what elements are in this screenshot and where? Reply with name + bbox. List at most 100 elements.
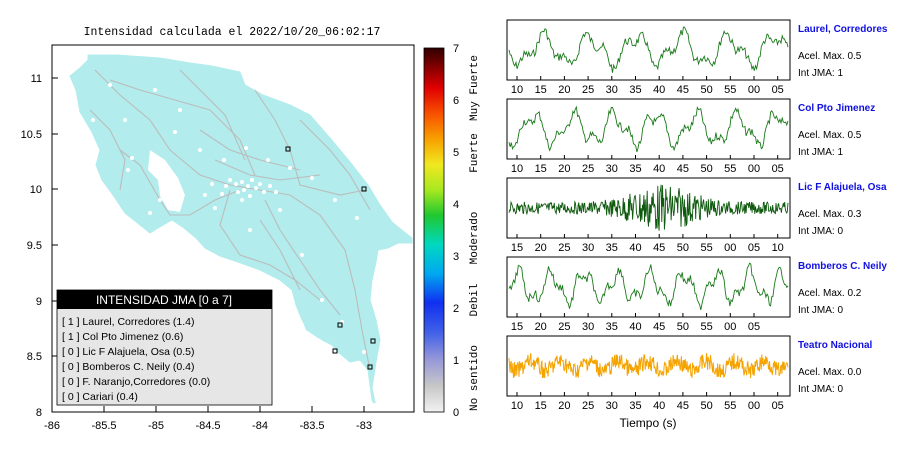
waveform-tick-label: 40	[629, 242, 641, 254]
x-tick: -84.5	[195, 420, 220, 432]
waveform-tick-label: 10	[511, 163, 523, 175]
y-tick: 8	[36, 407, 42, 419]
waveform-tick-label: 00	[748, 163, 760, 175]
legend-title: INTENSIDAD JMA [0 a 7]	[96, 293, 232, 307]
waveform-tick-label: 45	[677, 400, 689, 412]
waveform-frame	[506, 177, 791, 239]
colorbar-ticks: 7 6 5 4 3 2 1 0	[453, 43, 459, 419]
waveform-tick-label: 20	[535, 242, 547, 254]
acel-max: Acel. Max. 0.5	[798, 51, 862, 62]
waveform-tick-label: 50	[700, 84, 712, 96]
waveform-tick-label: 15	[535, 400, 547, 412]
waveform-tick-label: 45	[677, 163, 689, 175]
y-tick: 11	[31, 73, 42, 85]
colorbar-tick: 5	[453, 147, 459, 159]
intensity-legend: INTENSIDAD JMA [0 a 7] [ 1 ] Laurel, Cor…	[56, 289, 273, 406]
colorbar-tick: 4	[453, 199, 459, 211]
waveform-panel: 10 15 20 25 30 35 40 45 50 55 00 05 Laurel, Corredor…	[506, 19, 888, 96]
waveform-tick-label: 35	[606, 242, 618, 254]
road-network	[89, 69, 371, 371]
waveform-tick-label: 55	[700, 242, 712, 254]
waveform-tick-label: 50	[677, 321, 689, 333]
station-name: Bomberos C. Neily	[798, 261, 887, 272]
waveform-tick-label: 45	[653, 242, 665, 254]
y-tick: 9.5	[27, 240, 42, 252]
waveform-frame	[506, 256, 791, 318]
waveform-panel: 15 20 25 30 35 40 45 50 55 00 05 Bomberos C. Neily A…	[506, 256, 887, 333]
colorbar-tick: 2	[453, 303, 459, 315]
waveform-trace	[508, 26, 789, 73]
y-tick: 8.5	[27, 351, 42, 363]
colorbar-category: Muy Fuerte	[469, 55, 481, 121]
x-tick: -84	[252, 420, 268, 432]
legend-entry: [ 0 ] Lic F Alajuela, Osa (0.5)	[62, 346, 194, 358]
waveform-tick-label: 35	[629, 163, 641, 175]
waveform-tick-label: 05	[748, 242, 760, 254]
colorbar-tick: 7	[453, 43, 459, 55]
waveform-tick-label: 45	[653, 321, 665, 333]
int-jma: Int JMA: 0	[798, 226, 843, 237]
waveform-tick-label: 20	[558, 400, 570, 412]
int-jma: Int JMA: 1	[798, 147, 843, 158]
intensity-colorbar	[423, 47, 445, 413]
waveform-tick-label: 40	[629, 321, 641, 333]
y-tick: 9	[36, 296, 42, 308]
colorbar-category: No sentido	[469, 345, 481, 411]
waveform-tick-label: 35	[629, 400, 641, 412]
map-x-tick-labels: -86 -85.5 -85 -84.5 -84 -83.5 -83	[44, 420, 372, 432]
waveform-tick-label: 05	[772, 400, 784, 412]
acel-max: Acel. Max. 0.5	[798, 130, 862, 141]
colorbar-category: Moderado	[469, 212, 481, 265]
waveform-tick-label: 50	[700, 400, 712, 412]
waveform-tick-label: 05	[748, 321, 760, 333]
waveform-x-label: Tiempo (s)	[620, 416, 677, 430]
waveform-tick-label: 30	[606, 84, 618, 96]
waveform-tick-label: 25	[558, 321, 570, 333]
waveform-tick-label: 20	[558, 163, 570, 175]
waveform-tick-label: 30	[582, 321, 594, 333]
waveform-tick-label: 50	[700, 163, 712, 175]
waveform-tick-label: 20	[535, 321, 547, 333]
int-jma: Int JMA: 0	[798, 305, 843, 316]
waveform-tick-label: 15	[535, 84, 547, 96]
waveform-tick-label: 50	[677, 242, 689, 254]
waveform-panel: 10 15 20 25 30 35 40 45 50 55 00 05 Col Pto Jimenez A…	[506, 98, 875, 175]
gulf-water	[148, 150, 185, 212]
waveform-trace	[508, 105, 789, 153]
waveform-panel: 10 15 20 25 30 35 40 45 50 55 00 05 Teatro Nacional A…	[506, 335, 872, 412]
waveform-tick-label: 55	[700, 321, 712, 333]
station-name: Lic F Alajuela, Osa	[798, 182, 887, 193]
waveform-tick-label: 40	[653, 400, 665, 412]
station-name: Teatro Nacional	[798, 340, 872, 351]
y-tick: 10.5	[21, 129, 42, 141]
legend-entry: [ 1 ] Laurel, Corredores (1.4)	[62, 316, 194, 328]
waveform-tick-label: 10	[511, 400, 523, 412]
waveform-panel: 15 20 25 30 35 40 45 50 55 00 05 10 Lic F Alajuela, …	[506, 177, 887, 254]
y-tick: 10	[30, 184, 42, 196]
station-name: Col Pto Jimenez	[798, 103, 875, 114]
waveform-tick-label: 25	[582, 163, 594, 175]
waveform-tick-label: 30	[582, 242, 594, 254]
waveform-tick-label: 00	[724, 321, 736, 333]
waveform-trace	[508, 184, 789, 231]
legend-entry: [ 1 ] Col Pto Jimenez (0.6)	[62, 331, 183, 343]
waveform-frame	[506, 98, 791, 160]
station-dots	[91, 83, 377, 407]
map-title: Intensidad calculada el 2022/10/20_06:02…	[84, 26, 381, 39]
station-name: Laurel, Corredores	[798, 24, 888, 35]
station-squares	[285, 146, 376, 370]
acel-max: Acel. Max. 0.2	[798, 288, 862, 299]
legend-entry: [ 0 ] Cariari (0.4)	[62, 391, 138, 403]
waveform-tick-label: 20	[558, 84, 570, 96]
waveform-tick-label: 35	[629, 84, 641, 96]
osa-peninsula	[296, 305, 348, 355]
colorbar-tick: 1	[453, 355, 459, 367]
map-axis-ticks	[51, 77, 365, 413]
acel-max: Acel. Max. 0.3	[798, 209, 862, 220]
x-tick: -85	[148, 420, 164, 432]
waveform-tick-label: 25	[558, 242, 570, 254]
x-tick: -83.5	[299, 420, 324, 432]
colorbar-tick: 3	[453, 251, 459, 263]
waveform-tick-label: 25	[582, 400, 594, 412]
